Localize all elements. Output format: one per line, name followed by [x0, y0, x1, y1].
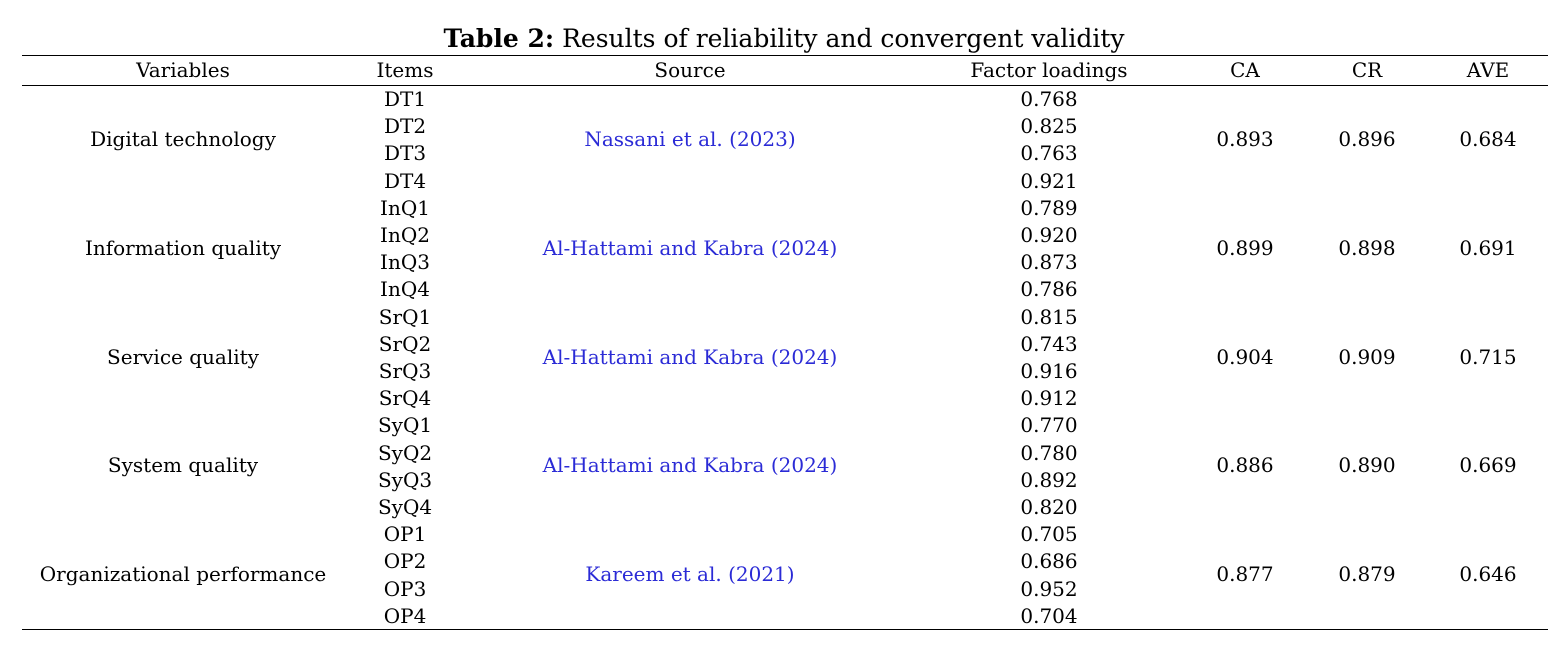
source-citation-link[interactable]: Kareem et al. (2021) [585, 562, 795, 587]
item-code: DT1 [383, 87, 427, 111]
header-source: Source [654, 58, 726, 82]
item-code: OP4 [383, 603, 427, 628]
factor-loading: 0.920 [1020, 223, 1078, 247]
source-citation-link[interactable]: Nassani et al. (2023) [584, 126, 796, 151]
ave-value: 0.715 [1459, 344, 1517, 369]
factor-loading: 0.825 [1020, 114, 1078, 139]
factor-loading: 0.789 [1020, 195, 1078, 220]
header-cr: CR [1351, 58, 1383, 82]
factor-loading: 0.912 [1020, 386, 1078, 411]
item-code: SyQ3 [377, 467, 433, 492]
variable-name: Information quality [84, 235, 282, 260]
ca-value: 0.899 [1216, 235, 1274, 260]
item-code: SyQ1 [377, 413, 433, 438]
cr-value: 0.898 [1338, 235, 1396, 260]
ca-value: 0.893 [1216, 126, 1274, 151]
factor-loading: 0.780 [1020, 440, 1078, 465]
ave-value: 0.691 [1459, 235, 1517, 260]
table-header-rule [22, 85, 1548, 86]
ca-value: 0.904 [1216, 344, 1274, 369]
factor-loading: 0.768 [1020, 87, 1078, 111]
item-code: SrQ2 [378, 331, 432, 356]
factor-loading: 0.921 [1020, 168, 1078, 193]
factor-loading: 0.770 [1020, 413, 1078, 438]
item-code: DT2 [383, 114, 427, 139]
factor-loading: 0.686 [1020, 549, 1078, 574]
variable-name: Service quality [107, 344, 259, 369]
table-top-rule [22, 55, 1548, 56]
factor-loading: 0.763 [1020, 141, 1078, 166]
header-items: Items [376, 58, 434, 82]
item-code: InQ1 [380, 195, 430, 220]
variable-name: Organizational performance [39, 562, 327, 587]
item-code: SrQ1 [378, 304, 432, 329]
ave-value: 0.646 [1459, 562, 1517, 587]
factor-loading: 0.820 [1020, 495, 1078, 519]
item-code: SyQ4 [377, 495, 433, 519]
item-code: SrQ3 [378, 359, 432, 383]
factor-loading: 0.743 [1020, 331, 1078, 356]
header-ave: AVE [1466, 58, 1510, 82]
item-code: SyQ2 [377, 440, 433, 465]
ca-value: 0.877 [1216, 562, 1274, 587]
factor-loading: 0.952 [1020, 576, 1078, 601]
header-factor-loadings: Factor loadings [970, 58, 1128, 82]
factor-loading: 0.892 [1020, 467, 1078, 492]
cr-value: 0.879 [1338, 562, 1396, 587]
source-citation-link[interactable]: Al-Hattami and Kabra (2024) [542, 344, 838, 369]
ca-value: 0.886 [1216, 453, 1274, 478]
item-code: InQ4 [380, 277, 430, 302]
item-code: OP3 [383, 576, 427, 601]
table-caption-label: Table 2: [443, 24, 555, 53]
item-code: OP1 [383, 522, 427, 547]
header-ca: CA [1230, 58, 1260, 82]
factor-loading: 0.873 [1020, 250, 1078, 275]
cr-value: 0.909 [1338, 344, 1396, 369]
ave-value: 0.684 [1459, 126, 1517, 151]
variable-name: System quality [107, 453, 259, 478]
cr-value: 0.890 [1338, 453, 1396, 478]
factor-loading: 0.705 [1020, 522, 1078, 547]
source-citation-link[interactable]: Al-Hattami and Kabra (2024) [542, 453, 838, 478]
item-code: InQ3 [380, 250, 430, 275]
item-code: InQ2 [380, 223, 430, 247]
factor-loading: 0.916 [1020, 359, 1078, 383]
table-caption-text: Results of reliability and convergent va… [554, 24, 1125, 53]
table-bottom-rule [22, 629, 1548, 630]
variable-name: Digital technology [90, 126, 276, 151]
item-code: DT3 [383, 141, 427, 166]
factor-loading: 0.786 [1020, 277, 1078, 302]
table-caption: Table 2: Results of reliability and conv… [0, 24, 1568, 54]
item-code: DT4 [383, 168, 427, 193]
item-code: OP2 [383, 549, 427, 574]
factor-loading: 0.704 [1020, 603, 1078, 628]
header-variables: Variables [136, 58, 230, 82]
source-citation-link[interactable]: Al-Hattami and Kabra (2024) [542, 235, 838, 260]
item-code: SrQ4 [378, 386, 432, 411]
factor-loading: 0.815 [1020, 304, 1078, 329]
ave-value: 0.669 [1459, 453, 1517, 478]
cr-value: 0.896 [1338, 126, 1396, 151]
